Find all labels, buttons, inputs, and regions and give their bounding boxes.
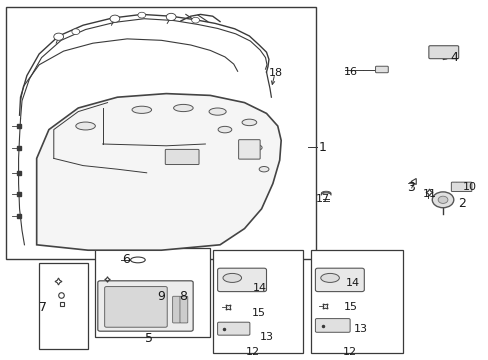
Bar bbox=[6, 7, 316, 259]
FancyBboxPatch shape bbox=[375, 66, 387, 73]
FancyBboxPatch shape bbox=[180, 296, 187, 323]
Circle shape bbox=[431, 192, 453, 208]
Bar bbox=[39, 263, 88, 349]
Bar bbox=[212, 250, 303, 353]
Text: 9: 9 bbox=[157, 291, 165, 303]
Text: 3: 3 bbox=[406, 181, 414, 194]
Text: 1: 1 bbox=[318, 141, 326, 154]
Ellipse shape bbox=[251, 145, 262, 150]
Ellipse shape bbox=[320, 274, 339, 282]
Text: 10: 10 bbox=[462, 182, 475, 192]
Text: 15: 15 bbox=[344, 302, 357, 312]
Ellipse shape bbox=[76, 122, 95, 130]
FancyBboxPatch shape bbox=[315, 268, 364, 292]
Ellipse shape bbox=[132, 106, 151, 113]
Ellipse shape bbox=[130, 257, 145, 263]
Text: 18: 18 bbox=[269, 68, 283, 78]
FancyBboxPatch shape bbox=[172, 296, 180, 323]
FancyBboxPatch shape bbox=[104, 287, 167, 327]
Text: 13: 13 bbox=[259, 332, 273, 342]
Text: 15: 15 bbox=[252, 308, 265, 318]
Ellipse shape bbox=[242, 119, 256, 126]
Text: 5: 5 bbox=[145, 332, 153, 345]
Text: 2: 2 bbox=[457, 197, 465, 210]
FancyBboxPatch shape bbox=[98, 281, 193, 331]
Circle shape bbox=[54, 33, 63, 40]
FancyBboxPatch shape bbox=[165, 149, 199, 165]
Circle shape bbox=[437, 196, 447, 203]
Circle shape bbox=[166, 13, 176, 21]
Ellipse shape bbox=[218, 126, 231, 133]
Text: 14: 14 bbox=[253, 283, 266, 293]
Text: 7: 7 bbox=[39, 301, 47, 314]
Ellipse shape bbox=[259, 166, 268, 172]
FancyBboxPatch shape bbox=[450, 182, 471, 192]
Text: 16: 16 bbox=[344, 67, 357, 77]
Text: 6: 6 bbox=[122, 253, 130, 266]
FancyBboxPatch shape bbox=[428, 46, 458, 59]
FancyBboxPatch shape bbox=[315, 319, 349, 332]
Circle shape bbox=[191, 17, 199, 23]
Text: 17: 17 bbox=[315, 194, 329, 204]
Circle shape bbox=[72, 29, 80, 35]
Circle shape bbox=[110, 15, 120, 22]
Text: 12: 12 bbox=[342, 347, 356, 357]
Circle shape bbox=[138, 12, 145, 18]
Text: 12: 12 bbox=[246, 347, 260, 357]
Polygon shape bbox=[37, 94, 281, 250]
Text: 11: 11 bbox=[422, 189, 435, 199]
Ellipse shape bbox=[223, 274, 241, 282]
FancyBboxPatch shape bbox=[217, 268, 266, 292]
Bar bbox=[310, 250, 403, 353]
Ellipse shape bbox=[209, 108, 225, 115]
Text: 8: 8 bbox=[179, 291, 186, 303]
Text: 4: 4 bbox=[450, 51, 458, 64]
FancyBboxPatch shape bbox=[238, 140, 260, 159]
FancyBboxPatch shape bbox=[217, 322, 249, 335]
Text: 14: 14 bbox=[346, 278, 359, 288]
Bar bbox=[95, 248, 210, 337]
Text: 13: 13 bbox=[353, 324, 367, 334]
Ellipse shape bbox=[173, 104, 193, 112]
